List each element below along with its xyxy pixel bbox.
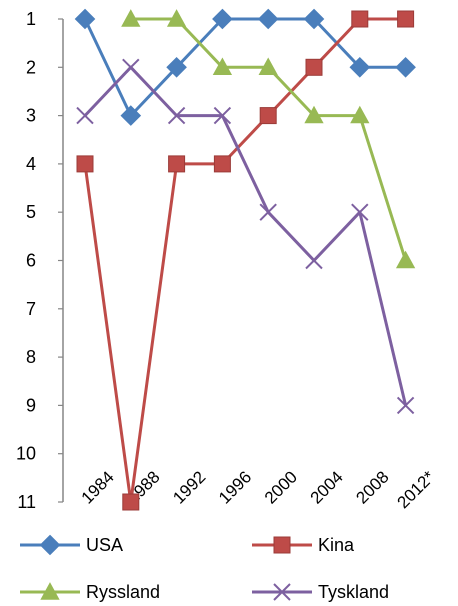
legend-marker-kina [273,536,291,554]
y-tick-label: 5 [26,202,36,222]
series-tyskland [76,58,415,415]
legend-marker-usa [39,534,61,556]
legend-label: Kina [318,535,355,555]
series-kina [76,10,415,511]
y-tick-label: 4 [26,154,36,174]
data-point-kina [76,155,94,173]
legend-item-ryssland: Ryssland [20,582,160,602]
legend-marker-tyskland [273,583,291,601]
series-line-kina [83,17,406,504]
x-tick-label: 1992 [169,467,209,507]
y-tick-label: 8 [26,347,36,367]
data-point-kina [351,10,369,28]
series-ryssland [121,9,416,269]
data-point-usa [120,105,142,126]
y-tick-label: 6 [26,251,36,271]
data-point-tyskland [305,251,323,270]
data-point-usa [166,56,187,78]
data-point-tyskland [351,203,369,221]
y-tick-label: 2 [26,57,36,77]
data-point-kina [122,493,140,511]
y-tick-label: 9 [26,395,36,415]
data-point-usa [395,56,416,78]
data-point-kina [259,107,277,125]
data-point-ryssland [304,105,324,124]
data-point-tyskland [213,106,232,125]
x-tick-label: 2000 [261,467,301,507]
series-line-usa [83,17,406,118]
plot-area [74,8,416,511]
data-point-ryssland [166,9,187,27]
legend-item-tyskland: Tyskland [252,582,389,602]
data-point-tyskland [76,106,94,125]
data-point-usa [74,8,96,30]
data-point-tyskland [122,58,140,77]
y-tick-label: 11 [17,492,36,512]
legend-label: Tyskland [318,582,389,602]
data-point-ryssland [395,250,416,269]
series-line-ryssland [130,17,408,261]
data-point-usa [303,8,325,30]
data-point-kina [305,58,323,76]
data-point-ryssland [350,105,370,124]
data-point-ryssland [258,57,278,75]
data-point-kina [213,155,231,173]
legend-marker-ryssland [40,582,60,600]
legend: USA Kina Ryssland Tyskland [20,534,389,602]
x-tick-label: 2004 [307,467,347,507]
data-point-tyskland [259,203,277,221]
y-tick-label: 3 [26,106,36,126]
legend-item-kina: Kina [252,535,355,555]
data-point-ryssland [121,9,141,27]
data-point-kina [168,155,186,173]
y-tick-label: 7 [26,299,36,319]
y-axis: 1 2 3 4 5 6 7 8 9 10 11 [16,9,64,512]
legend-label: USA [86,535,123,555]
y-tick-label: 10 [16,444,36,464]
x-tick-label: 2008 [352,467,392,507]
x-tick-label: 2012* [394,467,439,512]
data-point-tyskland [396,396,415,415]
data-point-usa [349,56,371,78]
series-usa [74,8,416,126]
legend-label: Ryssland [86,582,160,602]
x-tick-label: 1984 [78,467,118,507]
y-tick-label: 1 [26,9,36,29]
data-point-usa [257,8,279,30]
x-axis: 1984 1988 1992 1996 2000 2004 2008 2012* [78,467,439,512]
x-tick-label: 1996 [215,467,255,507]
data-point-usa [212,8,233,30]
data-point-kina [397,10,415,28]
data-point-tyskland [167,106,186,125]
data-point-ryssland [212,57,233,75]
legend-item-usa: USA [20,534,123,556]
